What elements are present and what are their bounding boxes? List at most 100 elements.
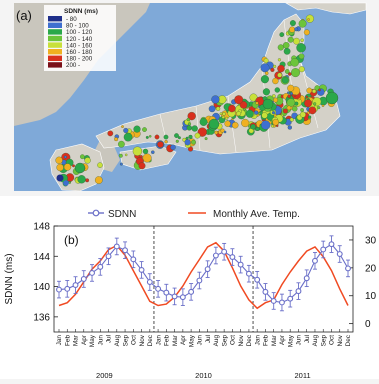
map-marker bbox=[151, 150, 155, 154]
map-marker bbox=[208, 105, 216, 113]
sdnn-point bbox=[345, 265, 351, 272]
map-legend-item-label: - 80 bbox=[66, 16, 77, 23]
x-tick-label: Apr bbox=[180, 334, 187, 345]
x-tick-label: Nov bbox=[238, 334, 245, 346]
sdnn-point bbox=[64, 285, 71, 292]
y2-tick-label: 10 bbox=[365, 291, 377, 302]
map-marker bbox=[274, 87, 280, 93]
x-tick-label: Feb bbox=[164, 335, 171, 346]
map-marker bbox=[241, 118, 250, 128]
map-marker bbox=[261, 120, 271, 130]
map-marker bbox=[208, 118, 220, 130]
map-marker bbox=[264, 71, 269, 75]
map-marker bbox=[138, 162, 146, 170]
sdnn-point bbox=[72, 282, 79, 289]
x-tick-label: Jun bbox=[98, 335, 105, 346]
x-tick-label: Apr bbox=[279, 334, 286, 345]
map-marker bbox=[308, 106, 317, 115]
x-tick-label: Sep bbox=[122, 335, 129, 347]
map-marker bbox=[325, 91, 339, 105]
sdnn-point bbox=[262, 288, 269, 295]
x-tick-label: May bbox=[188, 334, 195, 347]
map-marker bbox=[199, 118, 208, 126]
sdnn-point bbox=[237, 261, 244, 268]
map-marker bbox=[72, 164, 75, 168]
x-tick-label: Aug bbox=[114, 335, 121, 347]
sdnn-point bbox=[270, 298, 277, 304]
map-marker bbox=[185, 136, 189, 140]
map-marker bbox=[260, 63, 270, 73]
map-marker bbox=[186, 125, 192, 131]
map-marker bbox=[300, 108, 304, 112]
map-legend-swatch bbox=[48, 16, 62, 22]
map-marker bbox=[284, 69, 290, 74]
map-marker bbox=[287, 36, 294, 43]
map-marker bbox=[186, 117, 190, 122]
map-marker bbox=[94, 176, 103, 184]
map-marker bbox=[124, 153, 128, 157]
map-marker bbox=[263, 58, 269, 64]
map-marker bbox=[303, 29, 310, 36]
map-legend-item-label: 140 - 160 bbox=[66, 42, 93, 49]
sdnn-point bbox=[229, 254, 236, 260]
map-marker bbox=[277, 44, 284, 51]
map-marker bbox=[133, 125, 141, 133]
map-marker bbox=[307, 18, 310, 21]
map-marker bbox=[293, 37, 300, 45]
x-tick-label: Dec bbox=[246, 334, 253, 346]
x-tick-label: Jun bbox=[296, 335, 303, 346]
map-legend-swatch bbox=[48, 35, 62, 42]
hokkaido-island bbox=[284, 2, 367, 15]
sdnn-point bbox=[204, 266, 211, 273]
y-tick-label: 148 bbox=[33, 222, 50, 233]
map-marker bbox=[63, 180, 69, 186]
map-legend-item-label: 180 - 200 bbox=[66, 56, 93, 63]
sdnn-point bbox=[155, 285, 162, 292]
x-tick-label: Jan bbox=[254, 335, 261, 346]
map-marker bbox=[231, 121, 239, 129]
map-marker bbox=[262, 88, 270, 96]
temp-series-line bbox=[58, 241, 349, 310]
map-marker bbox=[224, 120, 231, 127]
map-marker bbox=[271, 94, 276, 98]
sdnn-point bbox=[212, 252, 219, 259]
map-marker bbox=[299, 111, 306, 118]
sdnn-point bbox=[179, 294, 186, 301]
map-marker bbox=[107, 130, 114, 137]
map-marker bbox=[177, 136, 181, 140]
map-marker bbox=[245, 109, 254, 118]
map-marker bbox=[261, 112, 268, 119]
map-marker bbox=[222, 112, 226, 116]
y-tick-label: 140 bbox=[33, 282, 50, 293]
map-marker bbox=[225, 116, 229, 120]
sdnn-point bbox=[245, 270, 252, 277]
map-marker bbox=[289, 117, 294, 122]
map-marker bbox=[234, 95, 244, 105]
sdnn-point bbox=[56, 286, 62, 293]
map-legend-swatch bbox=[48, 49, 62, 55]
map-marker bbox=[281, 76, 289, 84]
y-axis-label: SDNN (ms) bbox=[4, 253, 15, 304]
map-marker bbox=[255, 101, 259, 105]
x-tick-label: Oct bbox=[230, 335, 237, 345]
map-marker bbox=[289, 26, 296, 33]
map-marker bbox=[290, 58, 299, 67]
map-marker bbox=[56, 174, 64, 182]
sdnn-map-markers bbox=[55, 14, 339, 187]
map-marker bbox=[293, 94, 297, 97]
chart-background bbox=[0, 196, 379, 379]
sdnn-point bbox=[163, 289, 170, 296]
sdnn-point bbox=[97, 263, 104, 270]
sdnn-point bbox=[221, 248, 228, 255]
y2-tick-label: 20 bbox=[365, 263, 377, 274]
map-marker bbox=[304, 99, 313, 108]
x-year-label: 2009 bbox=[96, 371, 113, 379]
map-marker bbox=[296, 43, 306, 53]
map-marker bbox=[287, 94, 291, 99]
map-legend-item-label: 200 - bbox=[66, 62, 80, 69]
map-marker bbox=[272, 77, 279, 85]
sdnn-point bbox=[328, 241, 335, 248]
